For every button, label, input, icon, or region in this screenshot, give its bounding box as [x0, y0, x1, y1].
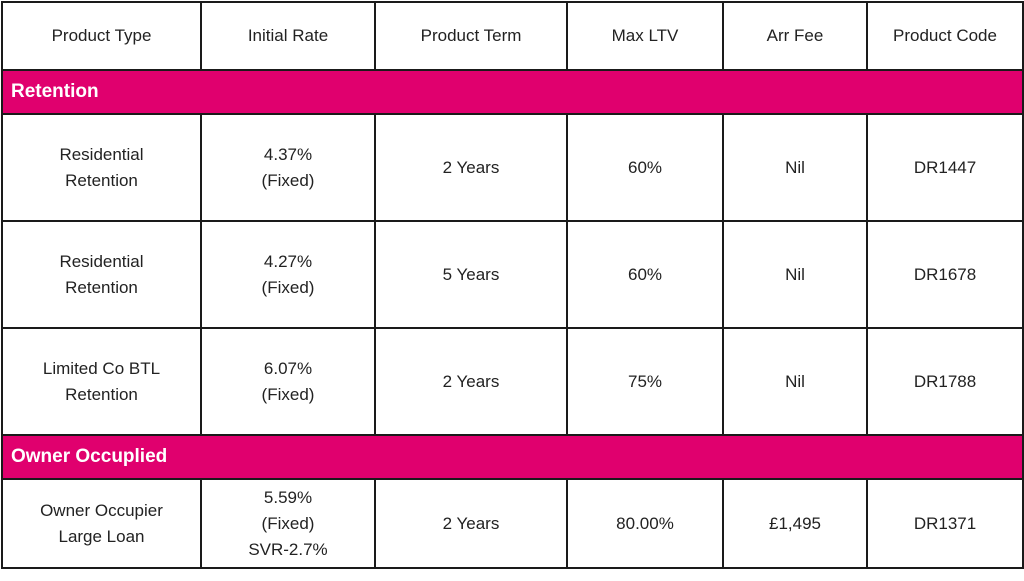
table-row: Residential Retention 4.27% (Fixed) 5 Ye…: [1, 220, 1024, 329]
max-ltv-cell: 60%: [566, 113, 724, 222]
rate-line: 4.37%: [263, 144, 313, 164]
product-type-line: Retention: [65, 170, 138, 190]
table-row: Residential Retention 4.37% (Fixed) 2 Ye…: [1, 113, 1024, 222]
product-type-line: Retention: [65, 384, 138, 404]
initial-rate-cell: 4.27% (Fixed): [200, 220, 376, 329]
header-initial-rate: Initial Rate: [200, 1, 376, 71]
product-term-cell: 2 Years: [374, 113, 568, 222]
product-type-line: Limited Co BTL: [42, 358, 161, 378]
initial-rate-cell: 4.37% (Fixed): [200, 113, 376, 222]
initial-rate-cell: 5.59% (Fixed) SVR-2.7%: [200, 478, 376, 569]
arr-fee-cell: Nil: [722, 220, 868, 329]
rate-line: (Fixed): [261, 170, 315, 190]
rate-line: (Fixed): [261, 277, 315, 297]
header-arr-fee: Arr Fee: [722, 1, 868, 71]
initial-rate-cell: 6.07% (Fixed): [200, 327, 376, 436]
table-row: Owner Occupier Large Loan 5.59% (Fixed) …: [1, 478, 1024, 569]
rate-line: (Fixed): [261, 384, 315, 404]
max-ltv-cell: 80.00%: [566, 478, 724, 569]
product-type-line: Large Loan: [58, 526, 145, 546]
max-ltv-cell: 75%: [566, 327, 724, 436]
header-product-term: Product Term: [374, 1, 568, 71]
section-row-owner-occupied: Owner Occuplied: [1, 434, 1024, 480]
product-code-cell: DR1447: [866, 113, 1024, 222]
max-ltv-cell: 60%: [566, 220, 724, 329]
section-title: Owner Occuplied: [1, 434, 1024, 480]
header-max-ltv: Max LTV: [566, 1, 724, 71]
product-code-cell: DR1788: [866, 327, 1024, 436]
section-row-retention: Retention: [1, 69, 1024, 115]
arr-fee-cell: Nil: [722, 113, 868, 222]
product-term-cell: 2 Years: [374, 478, 568, 569]
table-row: Limited Co BTL Retention 6.07% (Fixed) 2…: [1, 327, 1024, 436]
product-type-line: Residential: [59, 144, 144, 164]
rate-line: 4.27%: [263, 251, 313, 271]
product-type-cell: Limited Co BTL Retention: [1, 327, 202, 436]
product-type-line: Residential: [59, 251, 144, 271]
rate-line: 5.59%: [263, 487, 313, 507]
product-rates-table: Product Type Initial Rate Product Term M…: [1, 1, 1024, 569]
product-type-cell: Residential Retention: [1, 220, 202, 329]
product-term-cell: 2 Years: [374, 327, 568, 436]
arr-fee-cell: £1,495: [722, 478, 868, 569]
rate-line: 6.07%: [263, 358, 313, 378]
header-product-code: Product Code: [866, 1, 1024, 71]
product-type-line: Owner Occupier: [40, 500, 163, 520]
header-row: Product Type Initial Rate Product Term M…: [1, 1, 1024, 71]
product-term-cell: 5 Years: [374, 220, 568, 329]
rate-line: (Fixed): [261, 513, 315, 533]
header-product-type: Product Type: [1, 1, 202, 71]
product-type-cell: Owner Occupier Large Loan: [1, 478, 202, 569]
product-code-cell: DR1371: [866, 478, 1024, 569]
product-type-line: Retention: [65, 277, 138, 297]
rate-line: SVR-2.7%: [248, 539, 328, 559]
product-code-cell: DR1678: [866, 220, 1024, 329]
section-title: Retention: [1, 69, 1024, 115]
product-type-cell: Residential Retention: [1, 113, 202, 222]
arr-fee-cell: Nil: [722, 327, 868, 436]
